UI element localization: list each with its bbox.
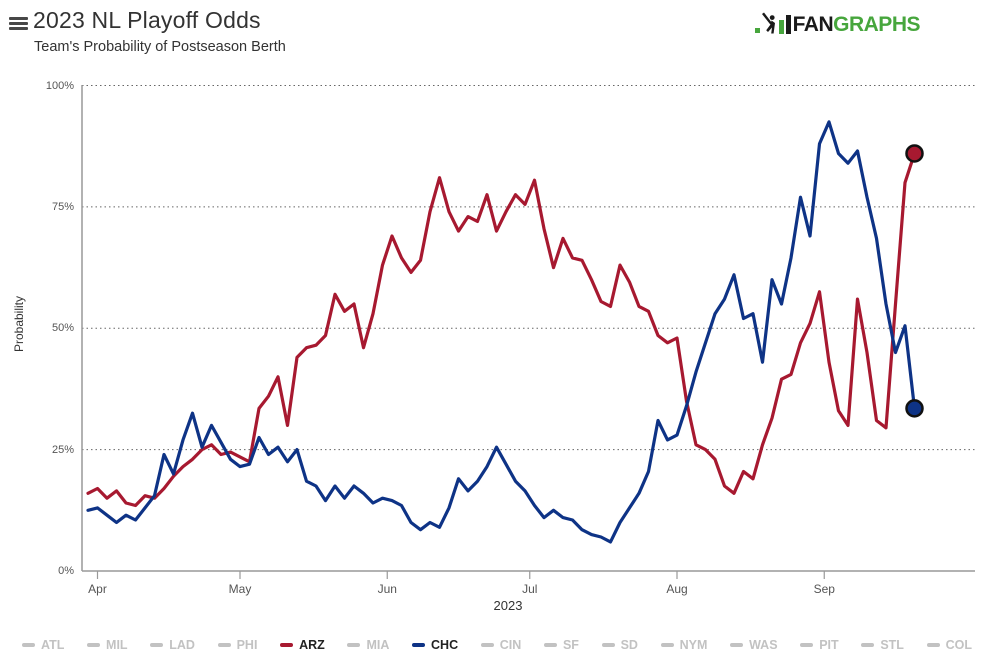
legend-label-mia: MIA: [366, 638, 390, 652]
logo-bar: [785, 15, 791, 34]
fangraphs-logo[interactable]: FAN GRAPHS: [754, 12, 920, 36]
chc-end-dot[interactable]: [905, 399, 924, 418]
legend-item-mia[interactable]: MIA: [347, 638, 389, 652]
legend-item-cin[interactable]: CIN: [480, 638, 522, 652]
y-tick-label-25: 25%: [51, 443, 74, 456]
legend-label-atl: ATL: [41, 638, 65, 652]
batter-icon: [761, 12, 775, 34]
legend-item-atl[interactable]: ATL: [22, 638, 64, 652]
legend-dash-cin: [480, 643, 494, 647]
x-tick-label-may: May: [228, 582, 252, 596]
x-tick-label-jun: Jun: [377, 582, 397, 596]
y-tick-label-50: 50%: [51, 322, 74, 335]
x-tick-label-aug: Aug: [666, 582, 688, 596]
legend-item-sd[interactable]: SD: [601, 638, 638, 652]
legend-dash-was: [730, 643, 744, 647]
logo-text-fan: FAN: [792, 13, 834, 36]
legend-item-col[interactable]: COL: [926, 638, 972, 652]
legend-label-phi: PHI: [236, 638, 258, 652]
legend-label-sf: SF: [562, 638, 579, 652]
x-axis-year-label: 2023: [493, 598, 523, 613]
legend-dash-pit: [800, 643, 814, 647]
legend-label-pit: PIT: [819, 638, 839, 652]
page-subtitle: Team's Probability of Postseason Berth: [34, 39, 286, 55]
arz-end-dot[interactable]: [905, 144, 924, 163]
legend-item-mil[interactable]: MIL: [87, 638, 128, 652]
legend-dash-stl: [861, 643, 875, 647]
page-title: 2023 NL Playoff Odds: [33, 7, 261, 33]
legend-item-nym[interactable]: NYM: [660, 638, 708, 652]
legend-dash-atl: [22, 643, 35, 647]
legend-label-arz: ARZ: [299, 638, 325, 652]
logo-bar: [778, 20, 784, 34]
legend-item-pit[interactable]: PIT: [800, 638, 839, 652]
y-tick-label-100: 100%: [45, 79, 74, 92]
legend-label-col: COL: [945, 638, 972, 652]
menu-bar: [9, 17, 28, 20]
legend-label-chc: CHC: [431, 638, 459, 652]
menu-bar: [9, 22, 28, 25]
legend-label-mil: MIL: [106, 638, 128, 652]
legend-label-sd: SD: [620, 638, 638, 652]
legend-dash-phi: [217, 643, 231, 647]
legend-item-sf[interactable]: SF: [543, 638, 579, 652]
legend-item-was[interactable]: WAS: [730, 638, 778, 652]
x-tick-label-sep: Sep: [813, 582, 835, 596]
legend-item-chc[interactable]: CHC: [412, 638, 458, 652]
legend-item-lad[interactable]: LAD: [150, 638, 195, 652]
menu-bar: [9, 27, 28, 31]
legend-dash-sd: [601, 643, 615, 647]
legend-label-cin: CIN: [499, 638, 522, 652]
x-tick-label-apr: Apr: [88, 582, 107, 596]
legend-label-lad: LAD: [169, 638, 195, 652]
legend-item-phi[interactable]: PHI: [217, 638, 258, 652]
legend-dash-sf: [543, 643, 557, 647]
legend-label-stl: STL: [880, 638, 904, 652]
legend-label-nym: NYM: [679, 638, 708, 652]
menu-icon[interactable]: [9, 17, 28, 33]
logo-green-dot: [754, 28, 760, 33]
legend-dash-chc: [412, 643, 426, 647]
legend-item-stl[interactable]: STL: [861, 638, 904, 652]
y-tick-label-0: 0%: [58, 565, 74, 577]
legend-item-arz[interactable]: ARZ: [280, 638, 325, 652]
legend-dash-arz: [280, 643, 294, 647]
chc-line[interactable]: [86, 120, 917, 544]
legend-dash-mia: [347, 643, 361, 647]
logo-text-graphs: GRAPHS: [833, 13, 920, 36]
y-axis-label: Probability: [12, 295, 26, 353]
legend-dash-col: [926, 643, 940, 647]
x-tick-label-jul: Jul: [522, 582, 538, 596]
legend-label-was: WAS: [749, 638, 778, 652]
legend-dash-mil: [87, 643, 101, 647]
team-legend: ATL MIL LAD PHI ARZ MIA CHC CIN SF SD NYM WAS PIT STL…: [22, 638, 972, 652]
legend-dash-nym: [660, 643, 674, 647]
y-tick-label-75: 75%: [51, 200, 74, 213]
legend-dash-lad: [150, 643, 164, 647]
